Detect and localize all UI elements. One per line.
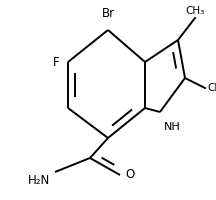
Text: CH₃: CH₃ — [185, 6, 205, 16]
Text: F: F — [53, 55, 60, 68]
Text: H₂N: H₂N — [28, 174, 50, 187]
Text: O: O — [125, 168, 134, 182]
Text: CH₃: CH₃ — [207, 83, 216, 93]
Text: Br: Br — [102, 7, 114, 20]
Text: NH: NH — [164, 122, 181, 132]
